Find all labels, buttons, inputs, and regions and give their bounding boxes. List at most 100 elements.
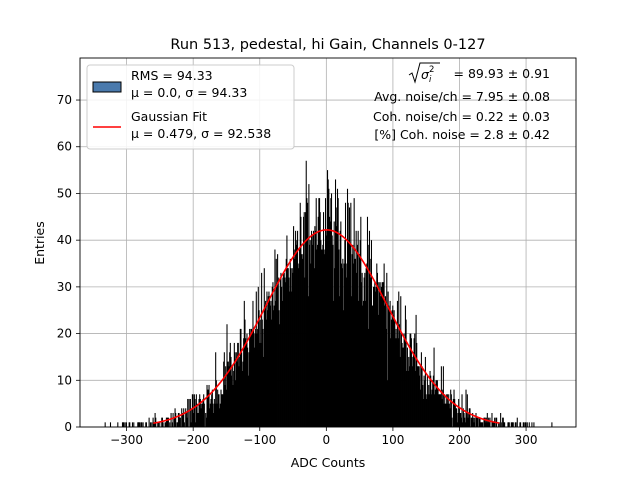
histogram-bar (442, 366, 444, 427)
histogram-bar (415, 314, 417, 427)
histogram-bar (194, 398, 196, 427)
histogram-bar (311, 235, 313, 427)
histogram-bar (443, 403, 445, 427)
histogram-bar (286, 235, 288, 427)
histogram-bar (354, 258, 356, 427)
histogram-bar (275, 258, 277, 427)
histogram-bar (347, 202, 349, 427)
histogram-bar (222, 394, 224, 427)
histogram-bar (172, 412, 174, 427)
histogram-bar (434, 389, 436, 427)
histogram-bar (400, 333, 402, 427)
histogram-bar (474, 417, 476, 427)
histogram-bar (350, 296, 353, 427)
histogram-bar (298, 263, 300, 427)
histogram-bar (429, 370, 431, 427)
histogram-bar (267, 296, 269, 427)
x-tick-label: −100 (243, 433, 276, 447)
histogram-bar (313, 268, 315, 427)
histogram-bar (221, 394, 223, 427)
y-axis-label: Entries (32, 221, 47, 265)
histogram-bar (515, 422, 517, 427)
legend-box (86, 64, 295, 150)
histogram-bar (157, 422, 159, 427)
histogram-bar (370, 277, 372, 427)
histogram-bar (243, 338, 245, 427)
gaussian-fit-curve (153, 229, 500, 425)
histogram-bar (233, 342, 235, 427)
histogram-bar (337, 198, 339, 427)
histogram-bar (487, 422, 489, 427)
histogram-bar (459, 412, 461, 427)
histogram-bar (133, 422, 135, 427)
histogram-bar (479, 417, 481, 427)
histogram-bar (322, 244, 324, 427)
plot-frame (79, 57, 577, 428)
histogram-bar (355, 230, 357, 427)
sqrt-sigma-symbol: σ 2 i (408, 62, 440, 85)
histogram-bar (281, 300, 283, 427)
histogram-bar (230, 356, 232, 427)
histogram-bar (246, 333, 248, 427)
legend-fit-stats: μ = 0.479, σ = 92.538 (131, 126, 271, 141)
histogram-bar (392, 314, 394, 427)
histogram-bar (203, 394, 205, 427)
histogram-bar (360, 216, 362, 427)
histogram-bar (277, 277, 279, 427)
histogram-bar (486, 417, 488, 427)
histogram-bar (162, 422, 164, 427)
histogram-bar (449, 408, 451, 427)
histogram-bar (285, 258, 287, 427)
histogram-bar (366, 216, 369, 427)
histogram-bar (122, 422, 124, 427)
histogram-bar (438, 394, 440, 427)
histogram-bar (125, 422, 128, 427)
histogram-bar (225, 389, 227, 427)
histogram-bar (482, 422, 484, 427)
histogram-bar (187, 398, 189, 427)
histogram-bar (431, 389, 433, 427)
histogram-bar (211, 389, 213, 427)
histogram-bar (388, 310, 390, 427)
histogram-bar (390, 319, 392, 427)
histogram-bar (401, 342, 403, 427)
histogram-bar (492, 422, 494, 427)
histogram-bar (352, 263, 355, 427)
histogram-bar (275, 300, 277, 427)
histogram-bar (376, 272, 378, 427)
histogram-bar (138, 422, 140, 427)
histogram-bar (455, 408, 457, 427)
histogram-bar (200, 408, 202, 427)
histogram-bar (414, 333, 416, 427)
histogram-bar (333, 221, 335, 427)
histogram-bar (312, 244, 314, 427)
histogram-bar (141, 422, 143, 427)
histogram-bar (359, 240, 361, 427)
histogram-bar (293, 249, 295, 427)
histogram-bar (442, 389, 444, 427)
histogram-bar (425, 394, 427, 427)
histogram-bar (291, 268, 293, 427)
histogram-bar (241, 370, 243, 427)
histogram-bar (447, 403, 449, 427)
histogram-bar (416, 366, 418, 427)
histogram-bar (329, 221, 331, 427)
histogram-bar (297, 268, 299, 427)
histogram-bar (410, 338, 412, 427)
histogram-bar (224, 384, 226, 427)
histogram-bar (436, 380, 438, 427)
histogram-bar (384, 296, 386, 427)
histogram-bar (380, 286, 382, 427)
histogram-bar (247, 375, 249, 427)
histogram-bar (357, 230, 359, 427)
histogram-bar (386, 380, 388, 427)
histogram-bar (219, 403, 221, 427)
histogram-bar (249, 328, 251, 427)
legend-histogram-label: RMS = 94.33 (131, 68, 213, 83)
histogram-bar (396, 338, 398, 427)
histogram-bar (406, 347, 408, 427)
histogram-bar (338, 249, 340, 427)
histogram-bar (256, 333, 258, 427)
histogram-bar (142, 422, 144, 427)
histogram-bar (121, 422, 124, 427)
